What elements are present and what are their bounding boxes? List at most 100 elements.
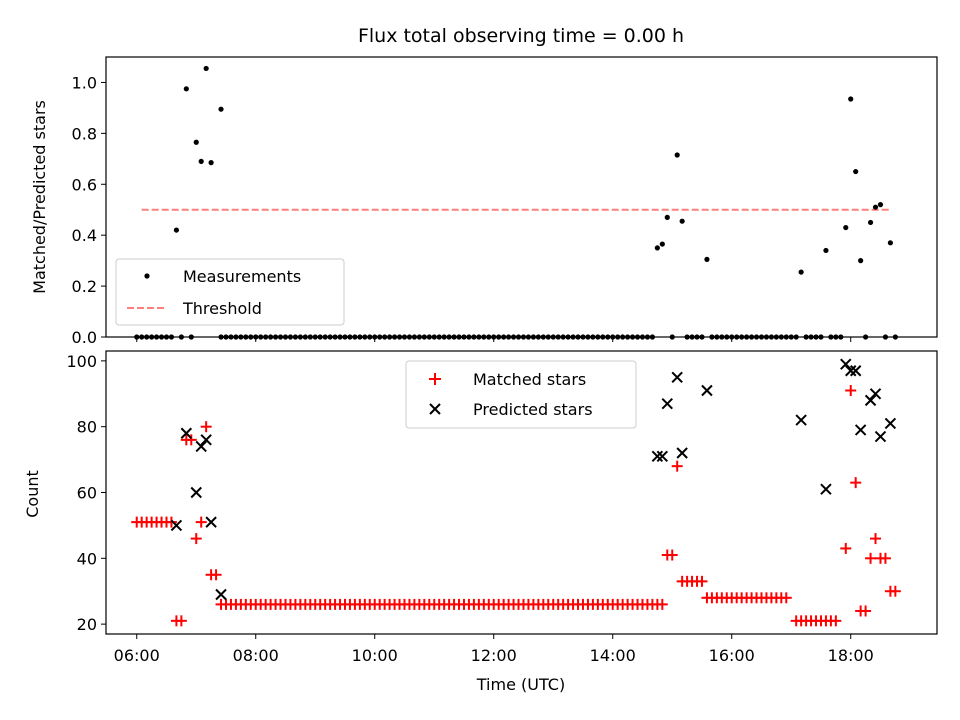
bottom-panel: Count Time (UTC) 20 40 60 80 100 06:00 08:00 1…	[23, 350, 938, 694]
bottom-y-ticks: 20 40 60 80 100	[66, 352, 106, 634]
top-y-ticks: 0.0 0.2 0.4 0.6 0.8 1.0	[72, 73, 106, 347]
matched-star-point	[671, 460, 683, 472]
predicted-star-point	[840, 358, 852, 370]
bottom-y-tick-label: 80	[77, 418, 97, 437]
predicted-star-point	[656, 450, 669, 463]
matched-star-point	[850, 477, 862, 489]
matched-star-point	[889, 585, 901, 597]
measurement-point	[872, 204, 879, 210]
matched-star-point	[210, 569, 222, 581]
measurement-point	[193, 139, 199, 145]
matched-star-point	[870, 533, 882, 545]
predicted-star-point	[854, 424, 867, 436]
predicted-star-point	[864, 394, 877, 407]
matched-stars-legend-marker	[429, 373, 441, 385]
bottom-y-tick-label: 100	[66, 352, 97, 371]
matched-star-point	[865, 552, 877, 564]
predicted-star-point	[170, 519, 183, 532]
bottom-legend-box	[405, 360, 637, 429]
predicted-stars-legend-marker	[429, 403, 441, 415]
predicted-star-point	[795, 414, 807, 426]
matched-star-point	[185, 434, 197, 446]
measurement-point	[173, 227, 180, 233]
top-panel: Flux total observing time = 0.00 h Match…	[30, 25, 938, 347]
x-axis-label: Time (UTC)	[476, 675, 565, 694]
measurement-point	[218, 106, 224, 112]
chart-title: Flux total observing time = 0.00 h	[358, 25, 684, 47]
predicted-star-point	[651, 450, 664, 463]
predicted-star-point	[661, 397, 673, 410]
predicted-star-point	[195, 440, 207, 453]
predicted-star-point	[869, 388, 882, 400]
matched-star-point	[200, 421, 212, 433]
bottom-x-tick-label: 18:00	[828, 646, 874, 665]
matched-stars-legend-label: Matched stars	[473, 370, 586, 389]
bottom-x-tick-label: 16:00	[709, 646, 755, 665]
predicted-stars-legend-label: Predicted stars	[473, 400, 593, 419]
threshold-legend-label: Threshold	[182, 299, 262, 318]
predicted-star-point	[671, 371, 683, 384]
matched-star-point	[696, 575, 708, 587]
measurement-point	[858, 258, 864, 264]
top-y-tick-label: 0.4	[72, 226, 97, 245]
predicted-star-point	[874, 430, 887, 443]
top-y-tick-label: 0.2	[72, 277, 97, 296]
predicted-star-point	[200, 434, 212, 446]
measurement-point	[877, 202, 884, 208]
top-y-axis-label: Matched/Predicted stars	[30, 100, 49, 294]
predicted-star-point	[215, 588, 227, 601]
bottom-y-tick-label: 40	[77, 549, 97, 568]
predicted-star-point	[180, 427, 193, 439]
matched-star-point	[845, 384, 857, 396]
top-y-tick-label: 1.0	[72, 73, 97, 92]
top-y-tick-label: 0.6	[72, 175, 97, 194]
bottom-x-tick-label: 10:00	[352, 646, 398, 665]
matched-star-point	[879, 552, 891, 564]
predicted-star-point	[676, 447, 688, 459]
top-y-tick-label: 0.8	[72, 124, 97, 143]
measurement-point	[798, 269, 804, 275]
predicted-star-point	[884, 417, 897, 430]
measurement-point	[853, 168, 859, 175]
measurement-point	[674, 152, 680, 158]
matched-star-point	[830, 615, 842, 627]
measurement-point	[654, 245, 660, 251]
top-y-tick-label: 0.0	[72, 328, 97, 347]
matched-star-point	[840, 542, 852, 554]
matched-star-point	[190, 533, 202, 545]
measurement-point	[704, 256, 710, 262]
bottom-x-tick-label: 12:00	[471, 646, 517, 665]
predicted-star-point	[849, 365, 862, 377]
bottom-plot-frame	[105, 350, 938, 635]
measurement-point	[843, 224, 849, 231]
measurement-point	[887, 240, 893, 246]
matched-star-point	[666, 549, 678, 561]
measurement-point	[198, 158, 204, 164]
bottom-x-ticks: 06:00 08:00 10:00 12:00 14:00 16:00 18:00	[114, 634, 874, 665]
matched-star-point	[780, 592, 792, 604]
predicted-star-point	[190, 486, 202, 499]
bottom-x-tick-label: 06:00	[114, 646, 160, 665]
matched-star-point	[195, 516, 207, 528]
measurements-legend-label: Measurements	[183, 267, 301, 286]
measurement-point	[183, 86, 189, 92]
bottom-x-tick-label: 08:00	[233, 646, 279, 665]
measurements-legend-marker	[144, 273, 150, 279]
matched-star-point	[175, 615, 187, 627]
measurement-point	[203, 65, 209, 72]
bottom-y-tick-label: 60	[77, 484, 97, 503]
bottom-y-axis-label: Count	[23, 470, 42, 518]
predicted-star-point	[820, 483, 832, 495]
measurement-point	[867, 219, 874, 226]
predicted-stars-series	[170, 358, 897, 601]
top-legend-box	[115, 258, 345, 326]
bottom-x-tick-label: 14:00	[590, 646, 636, 665]
top-legend: Measurements Threshold	[115, 258, 345, 326]
measurement-point	[848, 96, 854, 102]
measurement-point	[208, 160, 214, 166]
predicted-star-point	[205, 516, 217, 528]
matched-star-point	[165, 516, 177, 528]
matched-star-point	[656, 598, 668, 610]
